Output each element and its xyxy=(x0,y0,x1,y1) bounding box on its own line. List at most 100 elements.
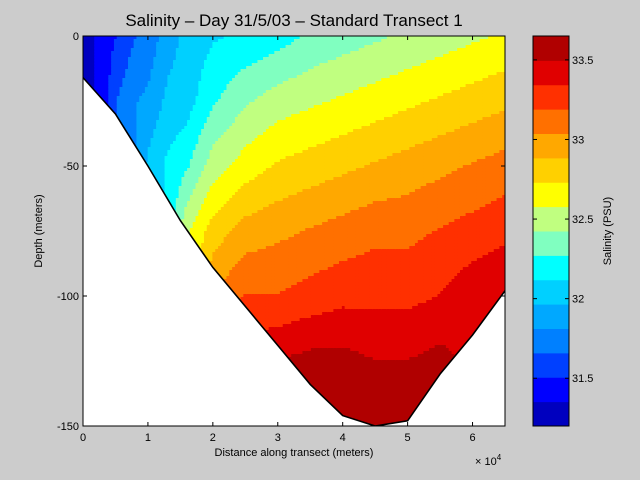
contour-cell xyxy=(147,111,152,115)
contour-cell xyxy=(83,72,87,76)
contour-cell xyxy=(167,129,171,133)
contour-cell xyxy=(136,111,140,115)
contour-cell xyxy=(184,186,188,190)
contour-cell xyxy=(153,144,157,148)
contour-cell xyxy=(181,63,185,67)
contour-cell xyxy=(122,120,126,124)
contour-cell xyxy=(125,105,129,109)
contour-cell xyxy=(167,93,171,97)
contour-cell xyxy=(97,75,101,79)
contour-cell xyxy=(158,78,163,82)
contour-cell xyxy=(105,75,109,79)
contour-cell xyxy=(170,177,174,181)
contour-cell xyxy=(139,93,143,97)
contour-cell xyxy=(128,48,132,52)
contour-cell xyxy=(147,87,152,91)
contour-cell xyxy=(85,42,90,46)
contour-cell xyxy=(136,114,140,118)
contour-cell xyxy=(142,132,146,136)
contour-cell xyxy=(139,75,143,79)
contour-cell xyxy=(187,72,191,76)
contour-cell xyxy=(187,198,191,202)
contour-cell xyxy=(130,102,135,106)
contour-cell xyxy=(167,117,171,121)
contour-cell xyxy=(175,63,180,67)
contour-cell xyxy=(167,90,171,94)
contour-cell xyxy=(139,39,143,43)
contour-cell xyxy=(119,75,123,79)
contour-cell xyxy=(187,123,191,127)
contour-cell xyxy=(111,36,115,40)
contour-cell xyxy=(158,174,163,178)
contour-cell xyxy=(125,72,129,76)
contour-cell xyxy=(130,63,135,67)
contour-cell xyxy=(161,45,166,49)
contour-cell xyxy=(175,87,180,91)
contour-cell xyxy=(178,183,183,187)
contour-cell xyxy=(175,120,180,124)
contour-cell xyxy=(184,165,188,169)
contour-cell xyxy=(144,72,149,76)
contour-cell xyxy=(170,45,174,49)
contour-cell xyxy=(105,96,109,100)
contour-cell xyxy=(119,114,123,118)
contour-cell xyxy=(108,99,112,103)
contour-cell xyxy=(158,60,163,64)
contour-cell xyxy=(175,78,180,82)
contour-cell xyxy=(161,138,166,142)
contour-cell xyxy=(189,90,194,94)
contour-cell xyxy=(144,156,149,160)
contour-cell xyxy=(136,72,140,76)
contour-cell xyxy=(83,63,87,67)
contour-cell xyxy=(122,36,126,40)
contour-cell xyxy=(184,114,188,118)
contour-cell xyxy=(189,135,194,139)
contour-cell xyxy=(156,99,160,103)
contour-cell xyxy=(119,69,123,73)
contour-cell xyxy=(102,36,107,40)
contour-cell xyxy=(139,147,143,151)
contour-cell xyxy=(164,111,168,115)
contour-cell xyxy=(187,219,191,223)
contour-cell xyxy=(147,72,152,76)
contour-cell xyxy=(158,81,163,85)
contour-cell xyxy=(139,141,143,145)
contour-cell xyxy=(147,117,152,121)
contour-cell xyxy=(108,81,112,85)
contour-cell xyxy=(184,66,188,70)
contour-cell xyxy=(167,198,171,202)
contour-cell xyxy=(144,135,149,139)
contour-cell xyxy=(164,54,168,58)
contour-cell xyxy=(150,69,154,73)
contour-cell xyxy=(173,150,177,154)
contour-cell xyxy=(153,114,157,118)
contour-cell xyxy=(158,36,163,40)
contour-cell xyxy=(130,81,135,85)
contour-cell xyxy=(133,120,138,124)
contour-cell xyxy=(156,177,160,181)
contour-cell xyxy=(142,117,146,121)
contour-cell xyxy=(156,129,160,133)
contour-cell xyxy=(122,78,126,82)
contour-cell xyxy=(111,90,115,94)
contour-cell xyxy=(111,54,115,58)
contour-cell xyxy=(178,186,183,190)
contour-cell xyxy=(122,72,126,76)
contour-cell xyxy=(181,87,185,91)
contour-cell xyxy=(187,99,191,103)
contour-cell xyxy=(189,147,194,151)
contour-cell xyxy=(139,51,143,55)
contour-cell xyxy=(153,81,157,85)
contour-cell xyxy=(173,126,177,130)
contour-cell xyxy=(139,123,143,127)
contour-cell xyxy=(175,57,180,61)
contour-cell xyxy=(167,126,171,130)
contour-cell xyxy=(189,42,194,46)
contour-cell xyxy=(173,189,177,193)
contour-cell xyxy=(136,54,140,58)
contour-cell xyxy=(158,126,163,130)
contour-cell xyxy=(156,105,160,109)
contour-cell xyxy=(139,54,143,58)
contour-cell xyxy=(128,66,132,70)
contour-cell xyxy=(116,81,121,85)
